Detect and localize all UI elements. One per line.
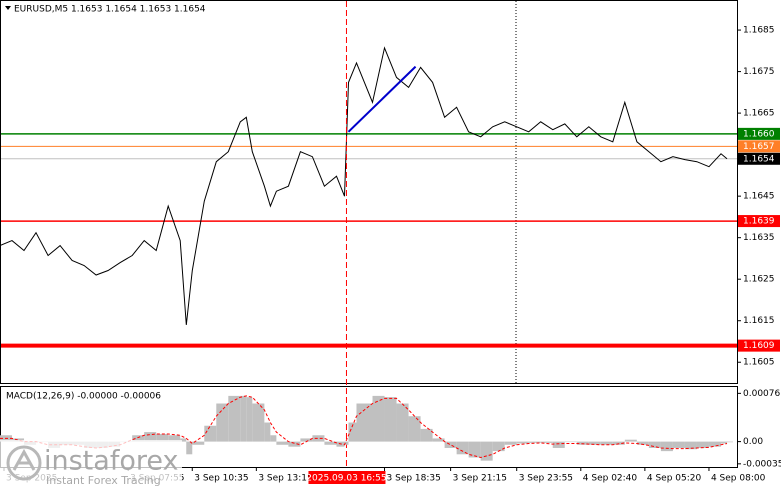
- histogram-bar: [252, 403, 265, 442]
- y-tick-label: 1.1665: [743, 109, 775, 119]
- macd-frame: [0, 386, 738, 468]
- x-tick-label: 4 Sep 02:40: [583, 474, 638, 484]
- y-tick-label: 1.1645: [743, 192, 775, 202]
- level-label-box: [738, 339, 780, 352]
- cursor-label-box: [308, 471, 386, 484]
- histogram-bar: [444, 441, 457, 448]
- level-label: 1.1639: [743, 217, 775, 227]
- x-tick-label: 4 Sep 05:20: [647, 474, 702, 484]
- histogram-bar: [192, 441, 205, 445]
- histogram-bar: [636, 441, 649, 445]
- histogram-bar: [276, 441, 289, 445]
- histogram-bar: [246, 397, 253, 442]
- histogram-bar: [420, 428, 433, 442]
- level-label-box: [738, 127, 780, 140]
- histogram-bar: [624, 439, 637, 442]
- histogram-bar: [612, 441, 625, 445]
- y-tick-label: 1.1675: [743, 67, 775, 77]
- histogram-bar: [528, 441, 541, 443]
- trend-line: [347, 65, 417, 133]
- level-label: 1.1657: [743, 142, 775, 152]
- level-label: 1.1654: [743, 154, 775, 164]
- y-tick-label: 1.1625: [743, 275, 775, 285]
- watermark-logo-mark: [12, 448, 36, 471]
- level-label-box: [738, 140, 780, 153]
- y-tick-label: 0.00076: [743, 389, 780, 399]
- histogram-bar: [156, 433, 169, 442]
- watermark-logo: [6, 445, 42, 481]
- histogram-bar: [186, 441, 193, 455]
- histogram-bar: [540, 441, 553, 443]
- y-tick-label: 1.1605: [743, 358, 775, 368]
- histogram-bar: [600, 441, 613, 445]
- histogram-bar: [168, 435, 181, 442]
- y-tick-label: -0.00035: [743, 459, 781, 469]
- histogram-bar: [348, 422, 357, 442]
- x-tick-label: 4 Sep 08:00: [711, 474, 766, 484]
- histogram-bar: [672, 441, 685, 448]
- x-tick-label: 3 Sep 13:15: [258, 474, 312, 484]
- x-tick-label: 3 Sep 18:35: [387, 474, 441, 484]
- level-label: 1.1660: [743, 129, 775, 139]
- histogram-bar: [720, 441, 727, 444]
- chart-title: EURUSD,M5 1.1653 1.1654 1.1653 1.1654: [14, 5, 206, 15]
- histogram-bar: [576, 441, 589, 445]
- watermark: instaforex Instant Forex Tracing: [0, 440, 182, 489]
- histogram-bar: [684, 441, 697, 450]
- macd-title: MACD(12,26,9) -0.00000 -0.00006: [6, 392, 161, 402]
- histogram-bar: [204, 425, 217, 442]
- histogram-bar: [564, 441, 577, 443]
- histogram-bar: [696, 441, 709, 448]
- histogram-bar: [516, 441, 529, 444]
- y-tick-label: 1.1635: [743, 233, 775, 243]
- histogram-bar: [552, 441, 565, 448]
- histogram-bar: [432, 438, 445, 442]
- histogram-bar: [144, 432, 157, 442]
- histogram-bar: [408, 416, 421, 442]
- histogram-bar: [726, 441, 733, 443]
- histogram-bar: [396, 403, 409, 442]
- histogram-bar: [468, 441, 481, 458]
- main-frame: [0, 0, 738, 384]
- histogram-bar: [216, 403, 229, 442]
- histogram-bar: [240, 395, 247, 442]
- cursor-label: 2025.09.03 16:55: [306, 474, 386, 484]
- y-tick-label: 1.1685: [743, 26, 775, 36]
- histogram-bar: [132, 435, 145, 442]
- level-label-box: [738, 152, 780, 165]
- histogram-bar: [660, 441, 673, 452]
- watermark-brand: instaforex: [44, 446, 178, 477]
- histogram-bar: [384, 397, 397, 442]
- histogram-bar: [228, 395, 241, 442]
- histogram-bar: [588, 441, 601, 445]
- histogram-bar: [504, 441, 517, 445]
- menu-arrow[interactable]: [5, 6, 11, 10]
- watermark-tagline: Instant Forex Tracing: [46, 474, 161, 487]
- histogram-bar: [648, 441, 661, 448]
- histogram-bar: [288, 441, 301, 447]
- x-tick-label: 3 Sep 21:15: [453, 474, 507, 484]
- y-tick-label: 1.1615: [743, 316, 775, 326]
- level-label-box: [738, 215, 780, 228]
- histogram-bar: [264, 422, 271, 442]
- histogram-bar: [708, 441, 721, 447]
- x-tick-label: 3 Sep 10:35: [194, 474, 248, 484]
- histogram-bar: [372, 395, 385, 442]
- histogram-bar: [180, 438, 187, 442]
- histogram-bar: [312, 435, 325, 442]
- histogram-bar: [324, 441, 337, 445]
- histogram-bar: [300, 438, 313, 442]
- histogram-bar: [492, 441, 505, 452]
- level-label: 1.1609: [743, 341, 775, 351]
- histogram-bar: [344, 441, 349, 445]
- histogram-bar: [270, 435, 277, 442]
- histogram-bar: [456, 441, 469, 455]
- histogram-bar: [480, 441, 493, 461]
- y-tick-label: 0.00: [743, 437, 763, 447]
- x-tick-label: 3 Sep 23:55: [519, 474, 573, 484]
